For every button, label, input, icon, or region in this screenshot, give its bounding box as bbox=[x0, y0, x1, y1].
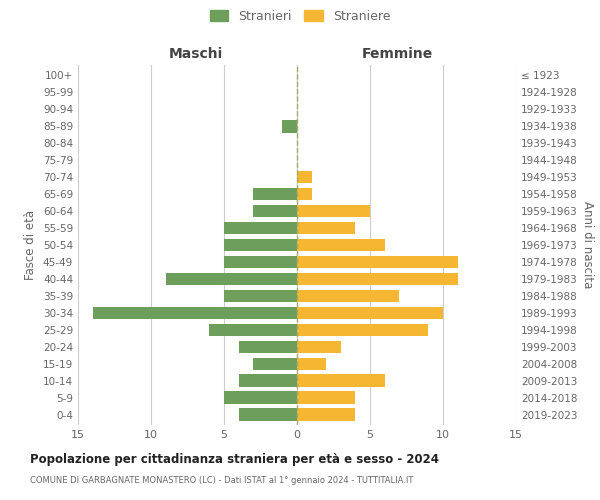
Bar bbox=[297, 204, 370, 218]
Bar bbox=[92, 306, 297, 320]
Bar bbox=[297, 408, 355, 421]
Bar bbox=[239, 374, 297, 387]
Bar bbox=[209, 324, 297, 336]
Bar bbox=[166, 272, 297, 285]
Text: Maschi: Maschi bbox=[169, 48, 223, 62]
Bar bbox=[239, 408, 297, 421]
Bar bbox=[224, 256, 297, 268]
Bar bbox=[297, 256, 458, 268]
Bar bbox=[297, 290, 399, 302]
Bar bbox=[297, 340, 341, 353]
Bar bbox=[253, 358, 297, 370]
Bar bbox=[253, 188, 297, 200]
Bar bbox=[297, 374, 385, 387]
Bar bbox=[297, 272, 458, 285]
Bar bbox=[297, 170, 311, 183]
Y-axis label: Fasce di età: Fasce di età bbox=[25, 210, 37, 280]
Bar bbox=[224, 222, 297, 234]
Bar bbox=[297, 324, 428, 336]
Y-axis label: Anni di nascita: Anni di nascita bbox=[581, 202, 594, 288]
Text: COMUNE DI GARBAGNATE MONASTERO (LC) - Dati ISTAT al 1° gennaio 2024 - TUTTITALIA: COMUNE DI GARBAGNATE MONASTERO (LC) - Da… bbox=[30, 476, 413, 485]
Bar bbox=[224, 392, 297, 404]
Bar bbox=[224, 238, 297, 252]
Bar bbox=[297, 306, 443, 320]
Text: Femmine: Femmine bbox=[362, 48, 433, 62]
Text: Popolazione per cittadinanza straniera per età e sesso - 2024: Popolazione per cittadinanza straniera p… bbox=[30, 452, 439, 466]
Bar bbox=[224, 290, 297, 302]
Bar bbox=[283, 120, 297, 132]
Bar bbox=[297, 238, 385, 252]
Bar bbox=[239, 340, 297, 353]
Legend: Stranieri, Straniere: Stranieri, Straniere bbox=[206, 6, 394, 26]
Bar bbox=[297, 392, 355, 404]
Bar bbox=[253, 204, 297, 218]
Bar bbox=[297, 358, 326, 370]
Bar bbox=[297, 188, 311, 200]
Bar bbox=[297, 222, 355, 234]
